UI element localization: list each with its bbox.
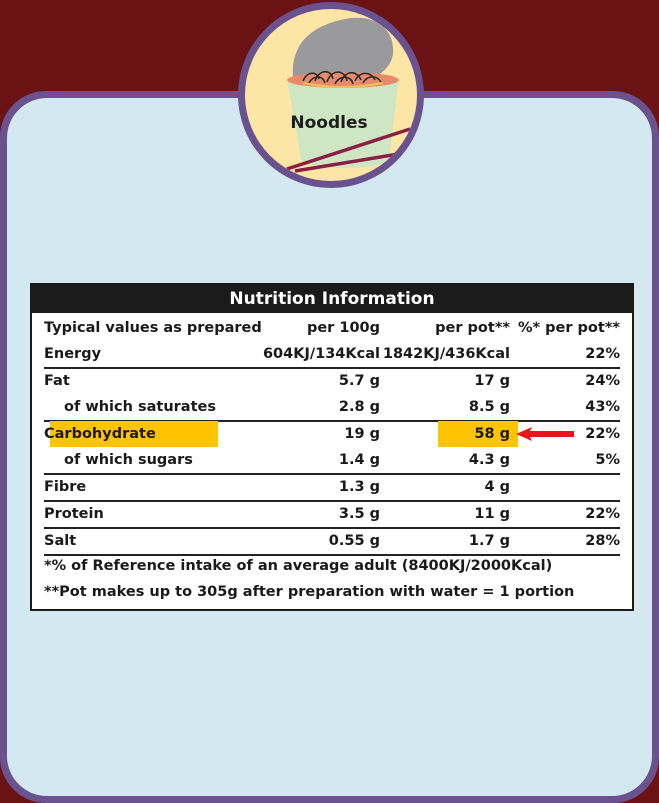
- table-row-sugars: of which sugars 1.4 g 4.3 g 5%: [44, 447, 620, 473]
- column-header-per-100g: per 100g: [306, 320, 380, 336]
- row-label: Fibre: [44, 479, 87, 495]
- row-per-100g: 0.55 g: [328, 533, 380, 549]
- table-header-row: Typical values as prepared per 100g per …: [44, 315, 620, 341]
- row-label: Salt: [44, 533, 77, 549]
- table-title: Nutrition Information: [32, 285, 632, 313]
- footnotes: *% of Reference intake of an average adu…: [44, 553, 620, 605]
- row-label: Protein: [44, 506, 104, 522]
- noodles-badge: Noodles: [238, 2, 424, 188]
- divider: [44, 554, 620, 556]
- row-per-pot: 17 g: [474, 373, 510, 389]
- row-percent: 43%: [585, 399, 620, 415]
- column-header-per-pot: per pot**: [435, 320, 510, 336]
- column-header-typical: Typical values as prepared: [44, 320, 262, 336]
- divider: [44, 367, 620, 369]
- row-percent: 28%: [585, 533, 620, 549]
- row-per-100g: 19 g: [344, 426, 380, 442]
- red-arrow-icon: [516, 427, 574, 441]
- carbohydrate-per-pot-highlight: [438, 421, 518, 447]
- divider: [44, 500, 620, 502]
- row-percent: 22%: [585, 506, 620, 522]
- nutrition-table: Nutrition Information Typical values as …: [30, 283, 634, 611]
- row-per-pot: 1842KJ/436Kcal: [382, 346, 510, 362]
- row-label: Fat: [44, 373, 70, 389]
- row-per-pot: 8.5 g: [468, 399, 510, 415]
- row-percent: 22%: [585, 426, 620, 442]
- row-percent: 22%: [585, 346, 620, 362]
- row-per-pot: 1.7 g: [468, 533, 510, 549]
- row-label: Energy: [44, 346, 102, 362]
- row-per-100g: 2.8 g: [338, 399, 380, 415]
- row-per-pot: 58 g: [474, 426, 510, 442]
- table-row-saturates: of which saturates 2.8 g 8.5 g 43%: [44, 394, 620, 420]
- row-percent: 24%: [585, 373, 620, 389]
- row-per-100g: 604KJ/134Kcal: [262, 346, 380, 362]
- divider: [44, 473, 620, 475]
- table-row-fibre: Fibre 1.3 g 4 g: [44, 474, 620, 500]
- footnote-reference-intake: *% of Reference intake of an average adu…: [44, 558, 553, 574]
- table-row-salt: Salt 0.55 g 1.7 g 28%: [44, 528, 620, 554]
- table-row-protein: Protein 3.5 g 11 g 22%: [44, 501, 620, 527]
- table-row-carbohydrate: Carbohydrate 19 g 58 g 22%: [44, 421, 620, 447]
- table-row-fat: Fat 5.7 g 17 g 24%: [44, 368, 620, 394]
- row-percent: 5%: [595, 452, 620, 468]
- table-row-energy: Energy 604KJ/134Kcal 1842KJ/436Kcal 22%: [44, 341, 620, 367]
- badge-inner: Noodles: [245, 9, 417, 181]
- divider: [44, 420, 620, 422]
- footnote-pot-portion: **Pot makes up to 305g after preparation…: [44, 584, 575, 600]
- row-per-100g: 1.4 g: [338, 452, 380, 468]
- noodle-pot-icon: [286, 17, 417, 173]
- row-per-pot: 4 g: [484, 479, 510, 495]
- row-per-100g: 5.7 g: [338, 373, 380, 389]
- column-header-percent: %* per pot**: [517, 320, 620, 336]
- divider: [44, 527, 620, 529]
- row-per-100g: 1.3 g: [338, 479, 380, 495]
- row-per-pot: 11 g: [474, 506, 510, 522]
- row-label: of which sugars: [64, 452, 193, 468]
- row-label: of which saturates: [64, 399, 216, 415]
- row-per-pot: 4.3 g: [468, 452, 510, 468]
- row-per-100g: 3.5 g: [338, 506, 380, 522]
- row-label: Carbohydrate: [44, 426, 156, 442]
- carbohydrate-highlight: [50, 421, 218, 447]
- badge-label: Noodles: [290, 113, 368, 133]
